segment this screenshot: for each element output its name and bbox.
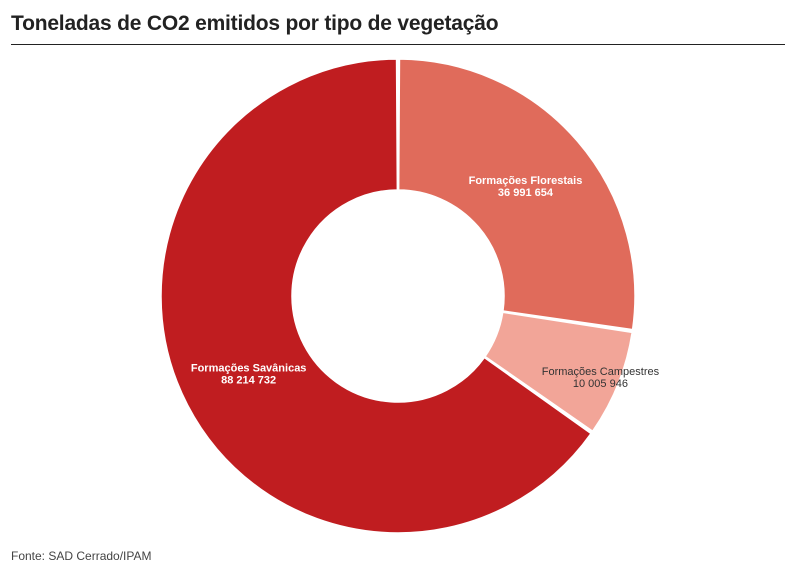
slice-label-formacoes-savanicas: Formações Savânicas 88 214 732 xyxy=(191,363,307,387)
slice-formacoes-savanicas xyxy=(160,58,593,534)
slice-value: 88 214 732 xyxy=(221,375,276,387)
slice-name: Formações Campestres xyxy=(542,366,660,378)
slice-formacoes-florestais xyxy=(397,58,636,331)
slice-label-formacoes-florestais: Formações Florestais 36 991 654 xyxy=(469,175,583,199)
title-divider xyxy=(11,44,785,45)
slice-name: Formações Florestais xyxy=(469,175,583,187)
slice-name: Formações Savânicas xyxy=(191,363,307,375)
slice-label-formacoes-campestres: Formações Campestres 10 005 946 xyxy=(542,366,660,390)
slices-layer xyxy=(160,58,636,534)
slice-formacoes-campestres xyxy=(484,311,634,433)
slice-value: 36 991 654 xyxy=(498,187,554,199)
slice-value: 10 005 946 xyxy=(573,378,628,390)
chart-title: Toneladas de CO2 emitidos por tipo de ve… xyxy=(11,12,499,35)
labels-layer: Formações Florestais 36 991 654Formações … xyxy=(191,175,660,390)
source-note: Fonte: SAD Cerrado/IPAM xyxy=(11,549,152,563)
